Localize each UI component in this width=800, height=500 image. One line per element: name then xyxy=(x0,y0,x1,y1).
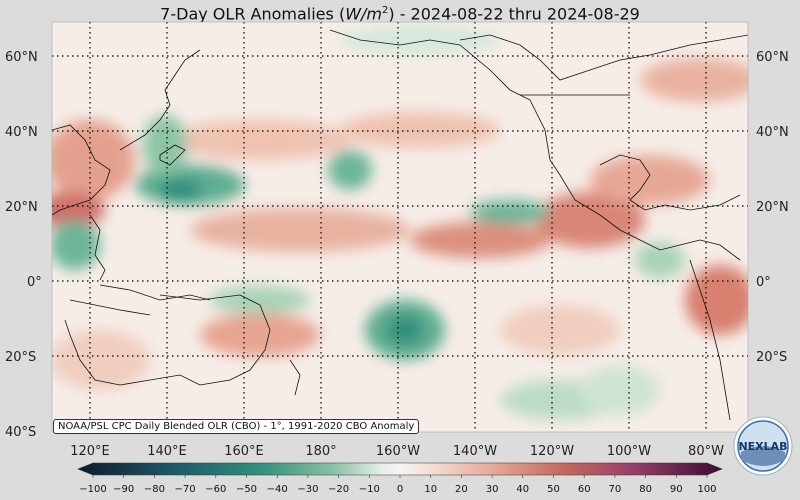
colorbar-tick-label: −60 xyxy=(205,484,226,495)
colorbar-tick-label: −70 xyxy=(175,484,196,495)
colorbar-tick-label: −10 xyxy=(359,484,380,495)
colorbar: −100 −90 −80 −70 −60 −50 −40 −30 −20 −10 0 10 20 30 40… xyxy=(77,462,723,495)
lon-label: 80°W xyxy=(688,444,724,459)
lat-label: 0° xyxy=(27,275,42,290)
lat-label: 40°N xyxy=(756,125,789,140)
map-title: 7-Day OLR Anomalies (W/m2) - 2024-08-22 … xyxy=(160,4,640,24)
colorbar-ticks: −100 −90 −80 −70 −60 −50 −40 −30 −20 −10 0 10 20 30 40… xyxy=(79,475,717,495)
lat-label: 20°S xyxy=(756,350,787,365)
colorbar-tick-label: 20 xyxy=(455,484,468,495)
lon-label: 120°W xyxy=(530,444,574,459)
lat-label: 20°N xyxy=(756,200,789,215)
source-note: NOAA/PSL CPC Daily Blended OLR (CBO) - 1… xyxy=(53,419,420,434)
colorbar-gradient xyxy=(77,462,723,476)
lon-label: 160°E xyxy=(224,444,264,459)
lat-label: 40°S xyxy=(5,425,36,440)
colorbar-tick-label: 40 xyxy=(516,484,529,495)
colorbar-tick-label: 80 xyxy=(639,484,652,495)
colorbar-tick-label: 10 xyxy=(424,484,437,495)
lat-labels-right: 60°N 40°N 20°N 0° 20°S xyxy=(756,50,789,365)
lat-label: 60°N xyxy=(5,50,38,65)
colorbar-tick-label: 0 xyxy=(397,484,403,495)
lat-label: 60°N xyxy=(756,50,789,65)
colorbar-tick-label: 50 xyxy=(547,484,560,495)
colorbar-tick-label: 100 xyxy=(697,484,716,495)
lat-label: 20°N xyxy=(5,200,38,215)
anomaly-field xyxy=(52,22,748,432)
lat-label: 40°N xyxy=(5,125,38,140)
lon-label: 140°W xyxy=(453,444,497,459)
lon-labels: 120°E 140°E 160°E 180° 160°W 140°W 120°W… xyxy=(70,444,724,459)
noaa-psl-logo: NEXLAB xyxy=(733,416,793,476)
lat-label: 20°S xyxy=(5,350,36,365)
colorbar-tick-label: −80 xyxy=(144,484,165,495)
lon-label: 140°E xyxy=(147,444,187,459)
colorbar-tick-label: 70 xyxy=(609,484,622,495)
colorbar-tick-label: −30 xyxy=(297,484,318,495)
lon-label: 120°E xyxy=(70,444,110,459)
colorbar-tick-label: −50 xyxy=(236,484,257,495)
coastlines xyxy=(52,29,748,421)
colorbar-tick-label: 60 xyxy=(578,484,591,495)
colorbar-tick-label: −100 xyxy=(79,484,106,495)
lon-label: 160°W xyxy=(376,444,420,459)
colorbar-tick-label: 90 xyxy=(670,484,683,495)
lat-label: 0° xyxy=(756,275,771,290)
colorbar-tick-label: −40 xyxy=(267,484,288,495)
colorbar-tick-label: −20 xyxy=(328,484,349,495)
lon-label: 100°W xyxy=(607,444,651,459)
colorbar-tick-label: 30 xyxy=(486,484,499,495)
lat-labels-left: 60°N 40°N 20°N 0° 20°S 40°S xyxy=(5,50,42,440)
lon-label: 180° xyxy=(305,444,336,459)
svg-text:NEXLAB: NEXLAB xyxy=(738,440,787,453)
colorbar-tick-label: −90 xyxy=(113,484,134,495)
graticule xyxy=(52,22,748,432)
